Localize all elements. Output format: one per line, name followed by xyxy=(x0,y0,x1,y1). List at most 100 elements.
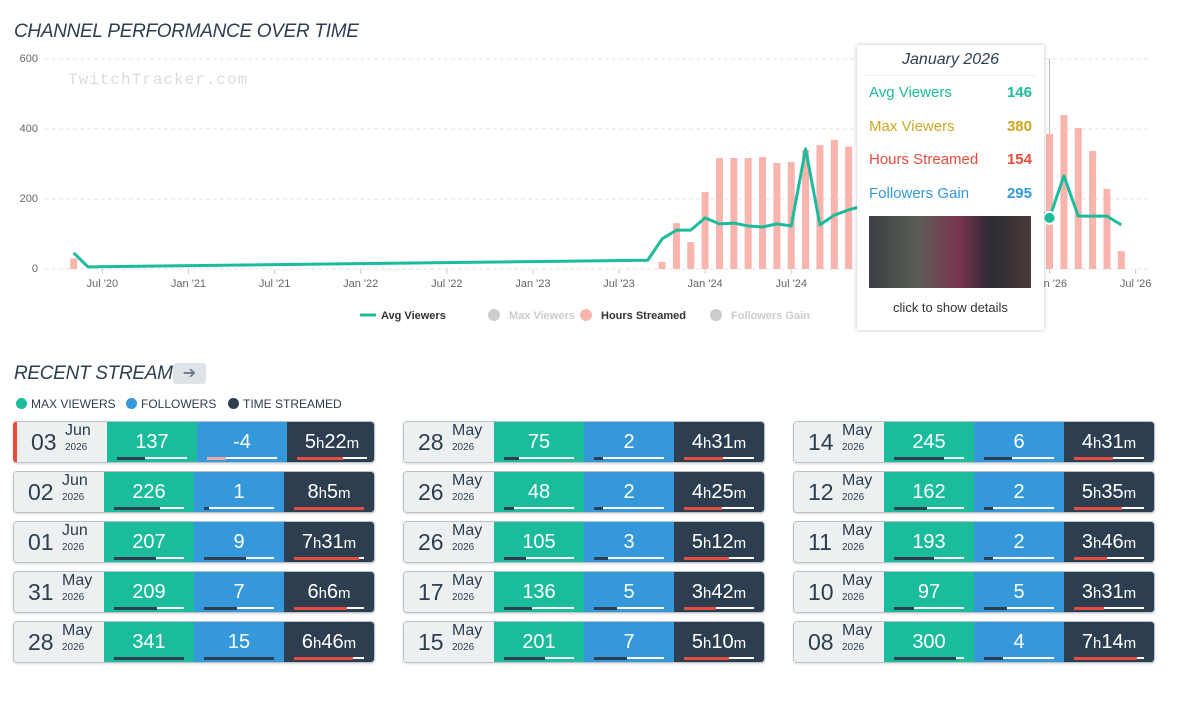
stream-card[interactable]: 17 May 2026 136 5 3h42m xyxy=(403,571,765,613)
legend-swatch xyxy=(580,309,592,321)
followers-value: 4 xyxy=(1013,631,1025,653)
stream-card[interactable]: 28 May 2026 341 15 6h46m xyxy=(13,621,375,663)
stream-card[interactable]: 01 Jun 2026 207 9 7h31m xyxy=(13,521,375,563)
legend-swatch xyxy=(710,309,722,321)
stream-followers: 7 xyxy=(584,622,674,662)
stream-viewers: 245 xyxy=(884,422,974,462)
time-track xyxy=(1074,456,1144,460)
legend-label[interactable]: Avg Viewers xyxy=(381,310,446,322)
followers-bar xyxy=(984,656,1003,660)
stream-time: 3h46m xyxy=(1064,522,1154,562)
day: 03 xyxy=(31,429,57,455)
stream-time: 6h46m xyxy=(284,622,374,662)
time-track xyxy=(1074,556,1144,560)
time-value: 7h31m xyxy=(301,531,357,553)
time-track xyxy=(684,456,754,460)
time-value: 5h22m xyxy=(304,431,360,453)
time-track xyxy=(684,656,754,660)
tooltip-footer[interactable]: click to show details xyxy=(893,300,1008,315)
y-tick-label: 0 xyxy=(32,263,38,275)
stream-time: 7h14m xyxy=(1064,622,1154,662)
day: 17 xyxy=(418,579,444,605)
bar xyxy=(830,139,838,269)
viewers-bar xyxy=(114,656,184,660)
day: 14 xyxy=(808,429,834,455)
time-value: 4h31m xyxy=(1081,431,1137,453)
stream-date: 28 May 2026 xyxy=(14,622,104,662)
day: 10 xyxy=(808,579,834,605)
stream-card[interactable]: 28 May 2026 75 2 4h31m xyxy=(403,421,765,463)
bar xyxy=(816,145,824,269)
stream-followers: 3 xyxy=(584,522,674,562)
viewers-value: 226 xyxy=(132,481,166,503)
x-tick-label: Jul '23 xyxy=(603,278,634,290)
tooltip-value: 154 xyxy=(1006,151,1032,169)
time-value: 4h31m xyxy=(691,431,747,453)
stream-time: 4h31m xyxy=(1064,422,1154,462)
stream-card[interactable]: 26 May 2026 105 3 5h12m xyxy=(403,521,765,563)
stream-card[interactable]: 03 Jun 2026 137 -4 5h22m xyxy=(13,421,375,463)
stream-time: 3h31m xyxy=(1064,572,1154,612)
stream-followers: 1 xyxy=(194,472,284,512)
followers-track xyxy=(594,456,664,460)
bar xyxy=(672,223,680,269)
hover-point xyxy=(1042,210,1057,225)
stream-viewers: 201 xyxy=(494,622,584,662)
year: 2026 xyxy=(842,642,865,653)
tooltip-value: 146 xyxy=(1006,84,1032,101)
arrow-button[interactable]: ➔ xyxy=(173,363,206,384)
year: 2026 xyxy=(842,542,865,553)
stream-card[interactable]: 12 May 2026 162 2 5h35m xyxy=(793,471,1155,513)
time-value: 8h5m xyxy=(307,481,351,503)
day: 12 xyxy=(808,479,834,505)
viewers-value: 137 xyxy=(135,431,169,453)
stream-card[interactable]: 26 May 2026 48 2 4h25m xyxy=(403,471,765,513)
viewers-track xyxy=(504,606,574,610)
legend-label[interactable]: Followers Gain xyxy=(731,310,810,322)
game-images[interactable] xyxy=(869,216,1031,288)
stream-card[interactable]: 08 May 2026 300 4 7h14m xyxy=(793,621,1155,663)
legend-label[interactable]: Hours Streamed xyxy=(601,310,686,322)
time-bar xyxy=(684,556,730,560)
followers-track xyxy=(594,656,664,660)
stream-followers: 5 xyxy=(974,572,1064,612)
bar xyxy=(744,158,752,269)
tooltip[interactable]: January 2026 click to show details Avg V… xyxy=(857,45,1044,330)
day: 28 xyxy=(28,629,54,655)
stream-time: 5h35m xyxy=(1064,472,1154,512)
month: May xyxy=(842,572,873,589)
stream-followers: -4 xyxy=(197,422,287,462)
year: 2026 xyxy=(452,442,475,453)
day: 01 xyxy=(28,529,54,555)
legend-swatch xyxy=(488,309,500,321)
stream-card[interactable]: 02 Jun 2026 226 1 8h5m xyxy=(13,471,375,513)
year: 2026 xyxy=(452,542,475,553)
followers-bar xyxy=(594,556,608,560)
time-track xyxy=(294,606,364,610)
time-value: 3h31m xyxy=(1081,581,1137,603)
stream-card[interactable]: 31 May 2026 209 7 6h6m xyxy=(13,571,375,613)
stream-followers: 2 xyxy=(974,522,1064,562)
tooltip-value: 380 xyxy=(1006,117,1032,135)
stream-date: 31 May 2026 xyxy=(14,572,104,612)
x-tick-label: Jul '22 xyxy=(431,278,462,290)
followers-track xyxy=(984,456,1054,460)
year: 2026 xyxy=(65,442,88,453)
stream-time: 7h31m xyxy=(284,522,374,562)
time-track xyxy=(684,606,754,610)
stream-followers: 5 xyxy=(584,572,674,612)
stream-date: 08 May 2026 xyxy=(794,622,884,662)
bar xyxy=(845,146,853,269)
viewers-value: 193 xyxy=(912,531,946,553)
stream-card[interactable]: 15 May 2026 201 7 5h10m xyxy=(403,621,765,663)
bar xyxy=(1089,151,1097,269)
stream-card[interactable]: 14 May 2026 245 6 4h31m xyxy=(793,421,1155,463)
stream-card[interactable]: 11 May 2026 193 2 3h46m xyxy=(793,521,1155,563)
legend-dot xyxy=(228,398,239,409)
bar xyxy=(658,262,666,269)
stream-time: 4h25m xyxy=(674,472,764,512)
year: 2026 xyxy=(842,492,865,503)
legend-label[interactable]: Max Viewers xyxy=(509,310,575,322)
stream-card[interactable]: 10 May 2026 97 5 3h31m xyxy=(793,571,1155,613)
x-tick-label: Jan '21 xyxy=(171,278,206,290)
